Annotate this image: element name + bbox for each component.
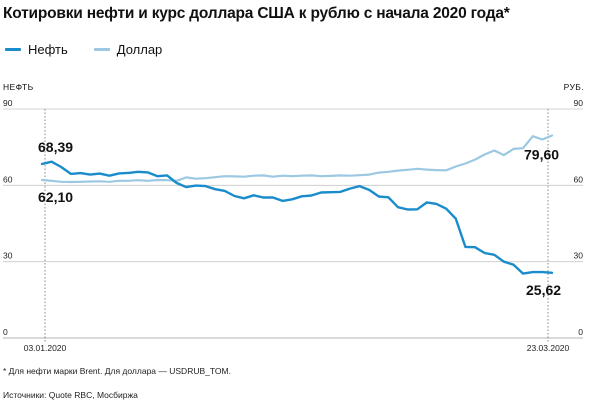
y-left-axis-title: НЕФТЬ <box>3 82 34 92</box>
y-left-tick-30: 30 <box>3 251 13 261</box>
data-label-dollar-start: 62,10 <box>38 189 73 205</box>
y-right-tick-0: 0 <box>578 327 583 337</box>
legend-label-oil: Нефть <box>28 42 68 57</box>
data-label-oil-start: 68,39 <box>38 139 73 155</box>
y-right-tick-60: 60 <box>574 174 584 184</box>
y-left-tick-90: 90 <box>3 98 13 108</box>
legend-item-dollar: Доллар <box>93 42 163 57</box>
data-label-dollar-end: 79,60 <box>524 146 559 162</box>
legend-swatch-oil <box>5 48 21 51</box>
x-tick-start: 03.01.2020 <box>24 343 67 353</box>
legend-swatch-dollar <box>93 48 110 51</box>
x-tick-end: 23.03.2020 <box>527 343 570 353</box>
chart-legend: Нефть Доллар <box>5 42 188 57</box>
chart-source: Источники: Quote RBC, Мосбиржа <box>3 390 138 400</box>
data-label-oil-end: 25,62 <box>526 282 561 298</box>
y-right-axis-title: РУБ. <box>563 82 584 92</box>
y-left-tick-60: 60 <box>3 174 13 184</box>
legend-label-dollar: Доллар <box>116 42 163 57</box>
series-line-oil <box>40 160 554 275</box>
legend-item-oil: Нефть <box>5 42 68 57</box>
y-left-tick-0: 0 <box>3 327 8 337</box>
chart-title: Котировки нефти и курс доллара США к руб… <box>3 5 510 22</box>
series-line-dollar <box>40 134 554 184</box>
chart-footnote: * Для нефти марки Brent. Для доллара — U… <box>3 366 231 376</box>
y-right-tick-90: 90 <box>574 98 584 108</box>
y-right-tick-30: 30 <box>574 251 584 261</box>
